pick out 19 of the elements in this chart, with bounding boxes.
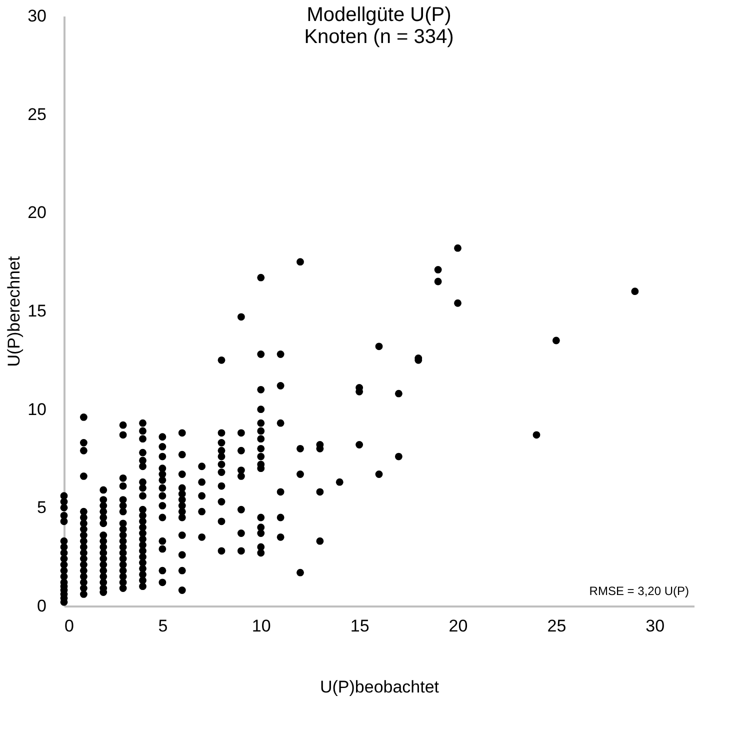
y-tick-label: 30 [28,6,46,26]
x-tick-label: 15 [350,616,370,636]
x-tick-label: 20 [448,616,468,636]
x-tick-label: 25 [547,616,566,636]
text: Knoten (n = 334) [304,26,454,48]
text: Modellgüte U(P) [306,4,452,26]
y-tick-label: 25 [28,104,46,124]
x-tick-label: 10 [252,616,271,636]
x-tick-label: 30 [646,616,665,636]
annotation: RMSE = 3,20 U(P) [589,584,689,598]
y-tick-label: 10 [28,400,46,419]
y-tick-label: 20 [28,203,46,222]
x-axis-title: U(P)beobachtet [320,678,440,696]
y-tick-label: 15 [28,302,46,320]
x-tick-label: 5 [158,616,168,636]
y-tick-label: 5 [37,498,46,518]
y-tick-label: 0 [37,596,46,616]
x-tick-label: 0 [64,616,74,636]
y-axis-title: U(P)berechnet [4,256,24,367]
